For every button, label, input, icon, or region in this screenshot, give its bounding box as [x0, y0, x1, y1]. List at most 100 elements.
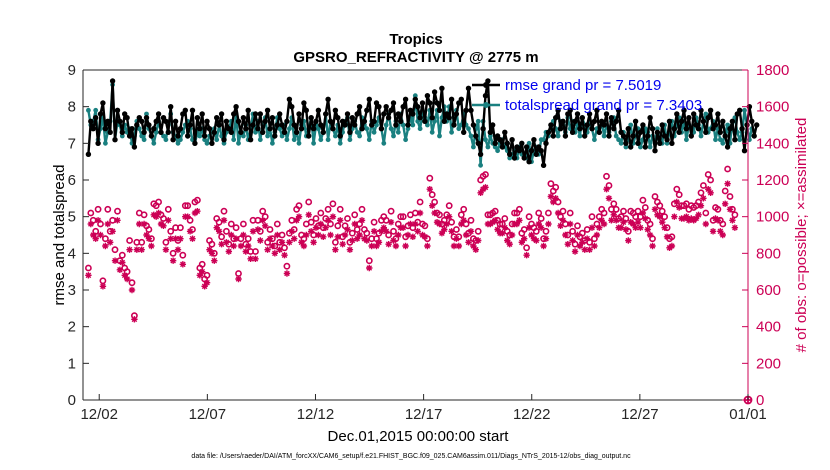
rmse-point — [502, 129, 508, 135]
rmse-point — [247, 137, 254, 143]
rmse-point — [676, 129, 682, 135]
rmse-point — [245, 107, 251, 114]
possible-obs-point — [603, 172, 610, 180]
possible-obs-point — [344, 215, 351, 222]
possible-obs-point — [140, 211, 148, 219]
possible-obs-point — [600, 209, 608, 217]
possible-obs-point — [726, 193, 734, 200]
totalspread-point — [231, 137, 237, 143]
rmse-point — [695, 126, 702, 132]
possible-obs-point — [85, 264, 92, 272]
possible-obs-point — [445, 202, 453, 210]
assimilated-obs-point — [169, 257, 177, 264]
assimilated-obs-point — [438, 229, 446, 237]
totalspread-point — [468, 133, 474, 139]
totalspread-point — [144, 111, 149, 117]
rmse-point — [691, 111, 697, 117]
rmse-point — [603, 111, 610, 117]
assimilated-obs-point — [501, 224, 509, 231]
rmse-point — [376, 104, 382, 110]
rmse-point — [313, 118, 319, 125]
possible-obs-point — [179, 251, 187, 259]
assimilated-obs-point — [92, 235, 99, 242]
rmse-point — [398, 118, 404, 125]
totalspread-point — [214, 137, 220, 143]
assimilated-obs-point — [574, 231, 581, 239]
rmse-point — [448, 96, 455, 103]
totalspread-point — [417, 126, 423, 132]
rmse-point — [201, 133, 208, 139]
totalspread-point — [284, 137, 290, 143]
assimilated-obs-point — [324, 217, 332, 224]
assimilated-obs-point — [557, 222, 564, 230]
totalspread-point — [374, 122, 379, 128]
rmse-point — [129, 126, 135, 132]
rmse-point — [560, 118, 566, 125]
rmse-point — [117, 118, 123, 125]
assimilated-obs-point — [97, 231, 104, 239]
possible-obs-point — [498, 220, 506, 228]
totalspread-point — [136, 126, 142, 132]
assimilated-obs-point — [637, 224, 644, 231]
rmse-point — [497, 137, 503, 143]
assimilated-obs-point — [152, 213, 160, 220]
assimilated-obs-point — [504, 237, 511, 244]
possible-obs-point — [305, 198, 313, 206]
assimilated-obs-point — [230, 242, 237, 250]
rmse-point — [628, 144, 634, 150]
rmse-point — [163, 118, 169, 125]
y-left-tick-label: 8 — [68, 99, 76, 116]
possible-obs-point — [651, 193, 659, 200]
possible-obs-point — [595, 213, 603, 221]
possible-obs-point — [358, 205, 366, 213]
rmse-point — [574, 111, 581, 117]
totalspread-point — [526, 140, 532, 146]
assimilated-obs-point — [576, 242, 584, 250]
rmse-point — [596, 129, 602, 135]
x-tick-label: 12/27 — [621, 406, 659, 423]
rmse-point — [458, 96, 464, 103]
rmse-point — [349, 115, 355, 121]
assimilated-obs-point — [172, 235, 179, 242]
possible-obs-point — [145, 226, 153, 233]
totalspread-point — [618, 140, 624, 146]
assimilated-obs-point — [155, 209, 162, 217]
assimilated-obs-point — [349, 237, 356, 244]
rmse-point — [698, 107, 704, 114]
rmse-point — [102, 126, 109, 132]
rmse-point — [250, 122, 256, 128]
totalspread-point — [698, 133, 704, 139]
assimilated-obs-point — [656, 213, 664, 220]
possible-obs-point — [639, 196, 647, 204]
rmse-point — [688, 133, 694, 139]
possible-obs-point — [516, 205, 523, 213]
totalspread-point — [471, 144, 476, 150]
assimilated-obs-point — [424, 242, 431, 250]
possible-obs-point — [714, 205, 722, 213]
rmse-point — [637, 129, 644, 135]
totalspread-point — [742, 107, 747, 113]
possible-obs-point — [198, 260, 206, 268]
possible-obs-point — [327, 220, 334, 228]
totalspread-point — [623, 144, 629, 150]
possible-obs-point — [574, 222, 581, 230]
rmse-point — [645, 133, 651, 139]
assimilated-obs-point — [288, 228, 295, 235]
possible-obs-point — [87, 209, 95, 217]
rmse-point — [754, 122, 760, 128]
rmse-point — [533, 151, 539, 157]
totalspread-point — [383, 122, 389, 128]
totalspread-point — [178, 137, 183, 143]
totalspread-point — [291, 137, 297, 143]
assimilated-obs-point — [475, 237, 482, 244]
totalspread-point — [311, 140, 316, 146]
rmse-point — [194, 115, 201, 121]
rmse-point — [172, 118, 179, 125]
rmse-point — [741, 148, 748, 154]
assimilated-obs-point — [235, 275, 242, 283]
y-right-tick-label: 600 — [756, 282, 781, 299]
totalspread-point — [601, 133, 607, 139]
possible-obs-point — [353, 226, 361, 233]
rmse-point — [277, 111, 283, 117]
assimilated-obs-point — [126, 246, 133, 253]
